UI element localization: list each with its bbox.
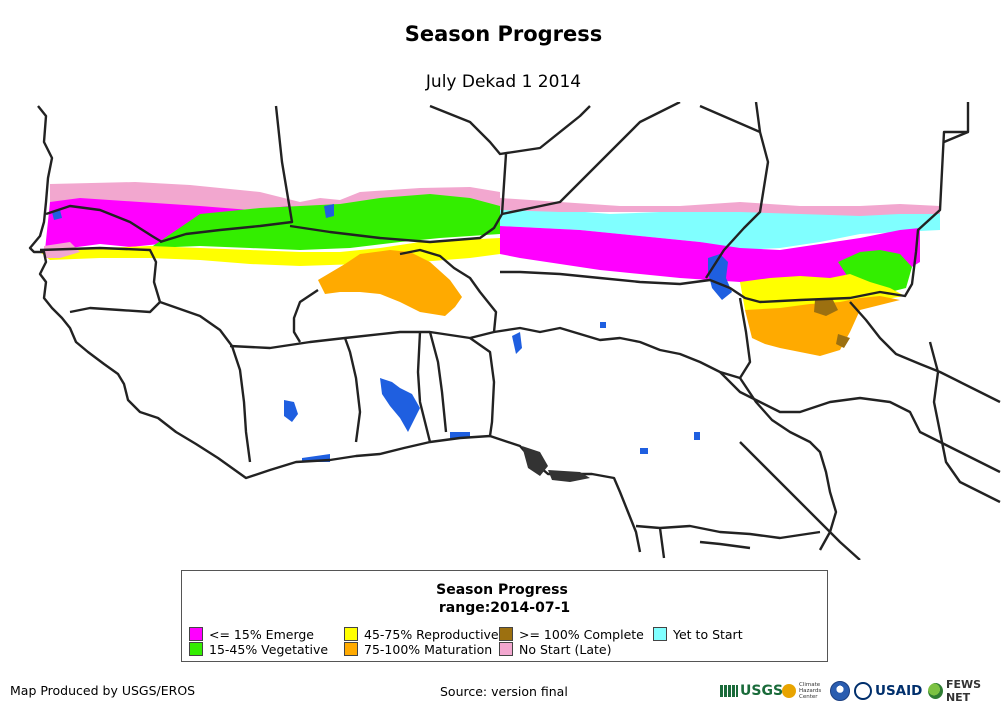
fews-net-logo: FEWS NET: [928, 678, 1005, 704]
legend-item-maturation: 75-100% Maturation: [344, 642, 492, 657]
usgs-label: USGS: [740, 683, 784, 699]
noaa-disc-icon: [830, 681, 850, 701]
legend-swatch: [499, 642, 513, 656]
legend-swatch: [344, 642, 358, 656]
legend-title: Season Progress: [436, 582, 568, 598]
border-senegal: [39, 204, 163, 314]
legend-swatch: [344, 627, 358, 641]
usgs-mark-icon: [720, 685, 738, 697]
legend-range: range:2014-07-1: [438, 600, 571, 616]
credit-text: Map Produced by USGS/EROS: [10, 683, 196, 698]
border-nigeria-south: [493, 326, 838, 551]
band-maturation-central: [318, 250, 462, 316]
border-chad: [704, 102, 1001, 504]
legend-label: 15-45% Vegetative: [209, 642, 329, 657]
band-yet-to-start-east: [500, 206, 940, 250]
fews-label: FEWS NET: [945, 678, 982, 704]
legend-item-emerge: <= 15% Emerge: [189, 627, 314, 642]
coastline-west: [28, 105, 642, 553]
band-emerge-east: [500, 226, 920, 284]
usaid-seal-icon: [854, 682, 872, 700]
usaid-label: USAID: [875, 683, 923, 699]
legend-label: 75-100% Maturation: [364, 642, 493, 657]
border-mali-south: [159, 153, 508, 463]
legend-label: >= 100% Complete: [519, 627, 644, 642]
lake-volta: [380, 378, 420, 432]
map-subtitle: July Dekad 1 2014: [425, 72, 582, 92]
border-cameroon-car: [719, 371, 1001, 560]
legend-label: Yet to Start: [673, 627, 743, 642]
legend-swatch: [499, 627, 513, 641]
season-progress-map: [28, 102, 1001, 560]
progress-bands: [40, 182, 940, 356]
legend-item-no-start: No Start (Late): [499, 642, 611, 657]
lake-kainji: [512, 332, 522, 354]
source-text: Source: version final: [440, 684, 568, 699]
legend-swatch: [189, 642, 203, 656]
legend-label: <= 15% Emerge: [209, 627, 314, 642]
noaa-logo: [830, 678, 850, 704]
band-no-start-east: [500, 198, 940, 216]
lake-kossou: [284, 400, 298, 422]
legend-item-reproductive: 45-75% Reproductive: [344, 627, 499, 642]
border-niger-nigeria: [500, 102, 970, 304]
border-mauritania-mali: [159, 105, 294, 244]
border-gabon-congo: [635, 524, 821, 559]
border-northwest: [429, 104, 969, 156]
band-complete: [814, 298, 850, 348]
chc-label: Climate Hazards Center: [799, 682, 822, 700]
border-ghana-togo: [416, 331, 496, 443]
legend-item-yet-to-start: Yet to Start: [653, 627, 743, 642]
legend-swatch: [653, 627, 667, 641]
band-reproductive-east: [740, 274, 905, 312]
legend-swatch: [189, 627, 203, 641]
fews-globe-icon: [928, 683, 943, 699]
map-title: Season Progress: [404, 22, 603, 46]
legend-label: No Start (Late): [519, 642, 612, 657]
usaid-logo: USAID: [854, 678, 922, 704]
band-vegetative-west: [150, 194, 500, 250]
partner-logos: USGS Climate Hazards Center USAID FEWS N…: [720, 678, 1005, 704]
band-vegetative-east: [838, 250, 912, 292]
chc-drop-icon: [782, 684, 796, 698]
legend-item-complete: >= 100% Complete: [499, 627, 644, 642]
band-maturation-east: [745, 296, 900, 356]
usgs-logo: USGS: [720, 678, 783, 704]
legend-item-vegetative: 15-45% Vegetative: [189, 642, 328, 657]
chc-logo: Climate Hazards Center: [782, 678, 827, 704]
country-boundaries: [28, 102, 1001, 560]
legend-panel: Season Progress range:2014-07-1 <= 15% E…: [181, 570, 828, 662]
coastal-dark-area: [522, 446, 590, 482]
legend-label: 45-75% Reproductive: [364, 627, 499, 642]
